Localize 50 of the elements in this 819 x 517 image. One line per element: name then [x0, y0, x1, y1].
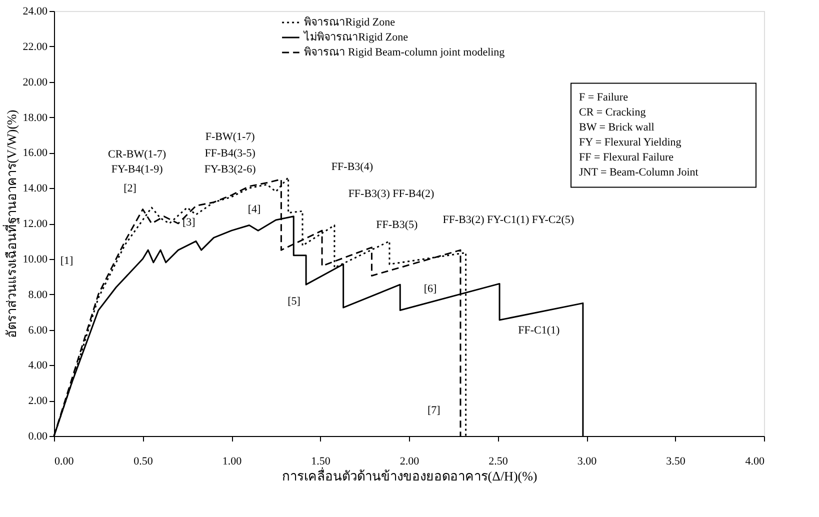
annotation: BW = Brick wall — [579, 121, 654, 134]
annotation: CR-BW(1-7) — [108, 148, 166, 161]
annotation: [7] — [427, 404, 440, 416]
annotation: FY-B4(1-9) — [111, 164, 164, 176]
annotation: FF-B4(3-5) — [204, 147, 256, 160]
x-tick-label: 3.50 — [666, 456, 686, 468]
annotation: FF-B3(2) FY-C1(1) FY-C2(5) — [442, 214, 574, 226]
legend-label: พิจารณาRigid Zone — [304, 16, 396, 28]
annotation: FF-B3(4) — [331, 160, 374, 173]
annotation: [6] — [424, 282, 437, 295]
y-axis-title: อัตราส่วนแรงเฉือนที่ฐานอาคาร(V/W)(%) — [2, 110, 20, 338]
annotation: [1] — [60, 254, 74, 267]
y-tick-label: 6.00 — [28, 324, 48, 336]
y-tick-label: 16.00 — [22, 147, 48, 160]
x-tick-label: 2.00 — [400, 456, 420, 468]
x-axis-title: การเคลื่อนตัวด้านข้างของยอดอาคาร(Δ/H)(%) — [282, 468, 538, 484]
y-tick-label: 14.00 — [22, 182, 48, 195]
y-tick-label: 0.00 — [28, 430, 48, 442]
annotation: CR = Cracking — [579, 106, 646, 118]
y-tick-label: 2.00 — [28, 395, 48, 408]
annotation: JNT = Beam-Column Joint — [579, 166, 698, 178]
y-tick-label: 4.00 — [28, 360, 48, 372]
annotation: FF-C1(1) — [518, 324, 560, 337]
annotation: FY-B3(2-6) — [204, 164, 256, 176]
x-tick-label: 3.00 — [577, 456, 598, 468]
annotation: FF = Flexural Failure — [579, 151, 674, 164]
y-tick-label: 12.00 — [22, 218, 48, 230]
y-tick-label: 18.00 — [22, 112, 48, 124]
y-tick-label: 10.00 — [22, 253, 48, 266]
y-tick-label: 22.00 — [22, 40, 48, 53]
annotation: [3] — [182, 216, 196, 229]
legend-label: ไม่พิจารณาRigid Zone — [303, 30, 408, 44]
x-tick-label: 2.50 — [488, 456, 508, 468]
y-tick-label: 8.00 — [28, 288, 48, 301]
annotation: F-BW(1-7) — [205, 130, 256, 143]
annotation: FF-B3(3) FF-B4(2) — [348, 188, 435, 200]
y-tick-label: 24.00 — [22, 6, 48, 18]
legend-label: พิจารณา Rigid Beam-column joint modeling — [304, 46, 506, 58]
x-tick-label: 4.00 — [745, 456, 765, 468]
annotation: FY = Flexural Yielding — [579, 136, 682, 148]
annotation: FF-B3(5) — [376, 219, 418, 232]
x-tick-label: 0.50 — [134, 456, 154, 468]
annotation: F = Failure — [579, 91, 628, 104]
annotation: [4] — [248, 203, 261, 216]
x-tick-label: 0.00 — [54, 456, 74, 468]
x-tick-label: 1.50 — [311, 456, 331, 468]
annotation: [2] — [124, 182, 136, 195]
y-tick-label: 20.00 — [22, 76, 48, 88]
x-tick-label: 1.00 — [222, 456, 242, 468]
annotation: [5] — [288, 295, 300, 308]
